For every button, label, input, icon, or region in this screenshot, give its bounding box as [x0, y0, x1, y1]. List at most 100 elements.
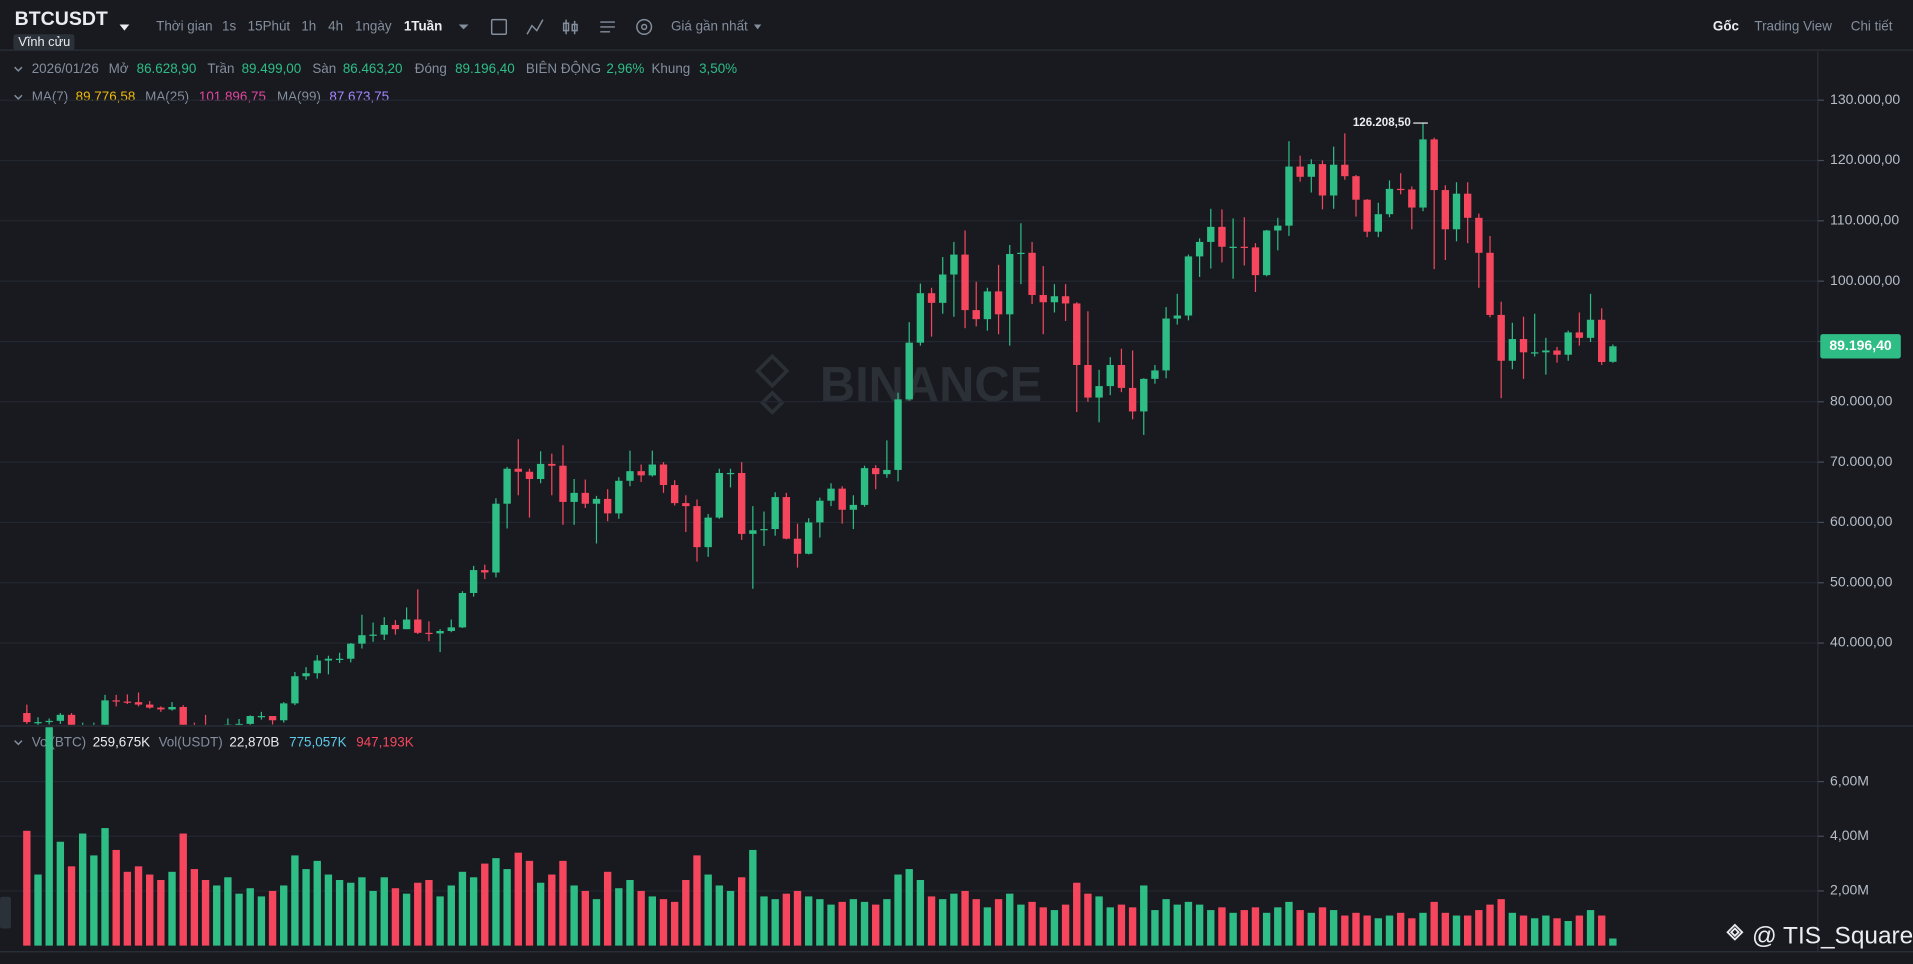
collapse-ma[interactable]: [14, 94, 23, 100]
collapse-ohlc[interactable]: [14, 66, 23, 72]
candle-body: [1184, 256, 1193, 316]
y-tick-label: 120.000,00: [1830, 151, 1900, 167]
volume-bar: [146, 874, 154, 946]
ma-name: MA(7): [32, 89, 69, 104]
volume-bar: [213, 885, 221, 946]
ohlc-value: 86.463,20: [343, 61, 403, 76]
candle-body: [827, 488, 835, 501]
symbol-dropdown[interactable]: [119, 24, 130, 31]
price-type[interactable]: Giá gần nhất: [671, 18, 748, 33]
candle-body: [45, 720, 53, 723]
volume-bar: [1408, 918, 1416, 946]
candles: [23, 123, 1617, 725]
volume-bars: [23, 727, 1617, 946]
volume-bar: [1519, 915, 1528, 946]
symbol[interactable]: BTCUSDT: [15, 8, 108, 30]
volume-label: Vol(USDT): [159, 735, 223, 750]
line-icon[interactable]: [526, 19, 544, 35]
volume-bar: [771, 899, 779, 946]
candle-body: [503, 468, 511, 504]
volume-bar: [950, 893, 958, 946]
candle-body: [1285, 166, 1293, 226]
candle-body: [1218, 226, 1226, 247]
view-option[interactable]: Trading View: [1754, 18, 1832, 33]
volume-bar: [827, 904, 835, 946]
volume-bar: [1598, 915, 1606, 946]
volume-bar: [45, 727, 53, 946]
volume-bar: [1486, 904, 1494, 946]
volume-bar: [1419, 912, 1427, 946]
volume-bar: [816, 899, 824, 946]
candle-body: [134, 702, 143, 705]
volume-bar: [436, 896, 444, 946]
candle-body: [414, 619, 422, 633]
volume-bar: [335, 880, 344, 946]
view-option[interactable]: Gốc: [1713, 18, 1740, 33]
settings-icon[interactable]: [636, 18, 653, 35]
volume-bar: [1564, 921, 1572, 946]
interval[interactable]: 1s: [222, 18, 236, 33]
candle-body: [380, 624, 388, 635]
candle-body: [883, 469, 891, 475]
volume-bar: [391, 888, 400, 946]
interval-dropdown[interactable]: [458, 24, 469, 30]
volume-bar: [235, 893, 243, 946]
volume-bar: [246, 888, 254, 946]
volume-bar: [715, 885, 724, 946]
volume-bar: [224, 877, 232, 946]
interval[interactable]: 1ngày: [355, 18, 392, 33]
price-type-dropdown[interactable]: [753, 24, 762, 30]
candle-body: [1050, 296, 1059, 303]
interval[interactable]: 15Phút: [248, 18, 291, 33]
candle-body: [704, 517, 712, 548]
view-option[interactable]: Chi tiết: [1851, 18, 1893, 33]
candle-body: [570, 492, 578, 502]
candle-body: [950, 254, 958, 275]
volume-bar: [1352, 912, 1360, 946]
side-toggle[interactable]: [0, 896, 11, 929]
candle-body: [961, 254, 969, 311]
credit: @ TIS_Square: [1752, 923, 1913, 950]
interval[interactable]: 1Tuần: [404, 18, 442, 33]
candle-body: [481, 570, 489, 573]
volume-bar: [34, 874, 42, 946]
candle-body: [492, 503, 500, 573]
indicator-icon[interactable]: [600, 21, 615, 33]
volume-bar: [1363, 915, 1371, 946]
candle-body: [1151, 370, 1159, 379]
candle-body: [1508, 339, 1517, 361]
candle-body: [1262, 230, 1271, 276]
candle-icon[interactable]: [562, 19, 578, 35]
volume-bar: [514, 852, 522, 946]
candle-body: [1006, 254, 1014, 315]
volume-value: 259,675K: [93, 735, 150, 750]
volume-bar: [1385, 915, 1394, 946]
volume-bar: [961, 890, 969, 946]
volume-bar: [1586, 910, 1595, 946]
ohlc-value: 3,50%: [699, 61, 737, 76]
candle-body: [313, 660, 321, 674]
calendar-icon[interactable]: [490, 18, 508, 35]
candle-body: [1117, 364, 1126, 388]
candle-body: [1341, 164, 1349, 177]
ohlc-label: BIÊN ĐỘNG: [526, 61, 601, 76]
y-tick-label: 2,00M: [1830, 882, 1869, 898]
y-tick-label: 70.000,00: [1830, 453, 1893, 469]
ohlc-value: 89.499,00: [242, 61, 302, 76]
collapse-volume[interactable]: [14, 740, 23, 746]
candle-body: [1430, 139, 1438, 191]
candle-body: [1531, 352, 1539, 354]
candle-body: [1396, 188, 1405, 191]
candle-body: [592, 498, 601, 504]
interval[interactable]: 1h: [301, 18, 316, 33]
volume-bar: [872, 904, 880, 946]
volume-bar: [626, 880, 634, 946]
interval[interactable]: 4h: [328, 18, 343, 33]
volume-bar: [56, 841, 65, 946]
volume-bar: [860, 901, 869, 946]
candle-body: [1274, 225, 1282, 231]
volume-bar: [1207, 910, 1215, 946]
ohlc-label: Trần: [207, 61, 234, 76]
volume-bar: [1218, 907, 1226, 946]
